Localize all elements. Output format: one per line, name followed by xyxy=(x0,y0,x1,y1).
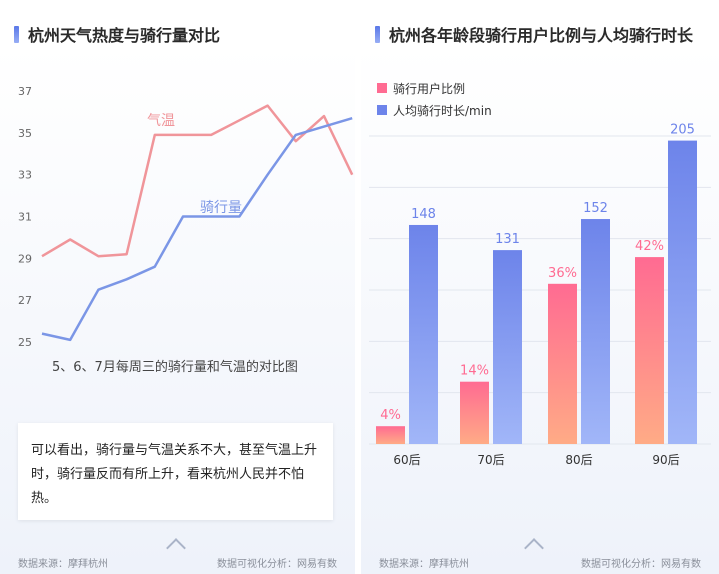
left-data-source: 数据来源：摩拜杭州 xyxy=(18,559,108,570)
right-title-text: 杭州各年龄段骑行用户比例与人均骑行时长 xyxy=(389,26,694,45)
bar-duration-0 xyxy=(409,224,438,444)
left-analysis-credit: 数据可视化分析：网易有数 xyxy=(217,559,337,570)
category-label-3: 90后 xyxy=(652,453,679,467)
y-axis-ticks: 25 27 29 31 33 35 37 xyxy=(18,85,32,349)
y-tick-label-5: 35 xyxy=(18,127,32,140)
legend-label-ratio: 骑行用户比例 xyxy=(393,81,466,96)
series-line-1 xyxy=(41,117,353,342)
legend-swatch-ratio xyxy=(377,83,387,93)
legend-item-ratio: 骑行用户比例 xyxy=(377,77,492,99)
bar-duration-label-0: 148 xyxy=(411,207,436,222)
title-accent-bar xyxy=(375,25,380,43)
bar-duration-2 xyxy=(581,219,610,444)
bar-ratio-label-2: 36% xyxy=(548,266,577,281)
bar-duration-label-1: 131 xyxy=(495,232,520,247)
chevron-up-icon[interactable] xyxy=(524,538,544,558)
left-title-text: 杭州天气热度与骑行量对比 xyxy=(28,26,221,45)
chevron-up-icon[interactable] xyxy=(166,538,186,558)
right-analysis-credit: 数据可视化分析：网易有数 xyxy=(581,559,701,570)
bar-chart-legend: 骑行用户比例 人均骑行时长/min xyxy=(377,77,492,121)
y-tick-label-2: 29 xyxy=(18,252,32,265)
age-group-panel: 杭州各年龄段骑行用户比例与人均骑行时长 骑行用户比例 人均骑行时长/min 4%… xyxy=(361,0,719,574)
bar-ratio-label-0: 4% xyxy=(380,408,401,423)
category-label-0: 60后 xyxy=(393,453,420,467)
right-data-source: 数据来源：摩拜杭州 xyxy=(379,559,469,570)
y-tick-label-0: 25 xyxy=(18,336,32,349)
bar-ratio-1 xyxy=(460,381,489,444)
insight-note-text: 可以看出，骑行量与气温关系不大，甚至气温上升时，骑行量反而有所上升，看来杭州人民… xyxy=(31,443,318,506)
bar-ratio-0 xyxy=(376,426,405,444)
bar-ratio-label-3: 42% xyxy=(635,239,664,254)
left-panel-title: 杭州天气热度与骑行量对比 xyxy=(14,22,220,46)
bar-ratio-3 xyxy=(635,257,664,444)
series-label-0: 气温 xyxy=(147,113,175,129)
legend-swatch-duration xyxy=(377,105,387,115)
insight-note: 可以看出，骑行量与气温关系不大，甚至气温上升时，骑行量反而有所上升，看来杭州人民… xyxy=(18,423,333,520)
y-tick-label-1: 27 xyxy=(18,294,32,307)
category-label-1: 70后 xyxy=(477,453,504,467)
legend-label-duration: 人均骑行时长/min xyxy=(393,103,492,118)
bar-duration-3 xyxy=(668,140,697,444)
right-panel-title: 杭州各年龄段骑行用户比例与人均骑行时长 xyxy=(375,22,693,46)
bar-ratio-label-1: 14% xyxy=(460,364,489,379)
temperature-ridership-panel: 杭州天气热度与骑行量对比 25 27 29 31 33 35 37 气温骑行量 5、6、7月… xyxy=(0,0,355,574)
chart-caption: 5、6、7月每周三的骑行量和气温的对比图 xyxy=(52,360,298,375)
y-tick-label-3: 31 xyxy=(18,211,32,224)
y-tick-label-4: 33 xyxy=(18,169,32,182)
title-accent-bar xyxy=(14,25,19,43)
series-label-1: 骑行量 xyxy=(200,200,242,216)
y-tick-label-6: 37 xyxy=(18,85,32,98)
bar-duration-1 xyxy=(493,250,522,444)
bar-duration-label-2: 152 xyxy=(583,201,608,216)
legend-item-duration: 人均骑行时长/min xyxy=(377,99,492,121)
bar-ratio-2 xyxy=(548,283,577,444)
category-label-2: 80后 xyxy=(565,453,592,467)
series-line-0 xyxy=(41,104,354,258)
bar-marks: 4% 148 60后 14% 131 70后 36% 152 80后 42% 205 90后 xyxy=(376,123,697,467)
age-group-bar-chart: 4% 148 60后 14% 131 70后 36% 152 80后 42% 205 90后 xyxy=(369,123,711,467)
bar-duration-label-3: 205 xyxy=(670,123,695,138)
